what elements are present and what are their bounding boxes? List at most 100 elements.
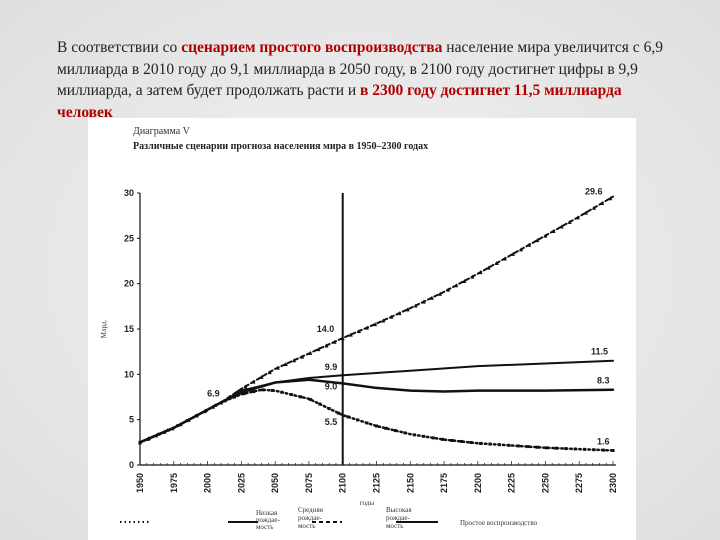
series-marker xyxy=(600,201,605,206)
legend-label: мость xyxy=(298,522,315,530)
intro-part: В соответствии со xyxy=(57,39,182,56)
series-marker xyxy=(564,447,568,451)
legend-label: Высокая xyxy=(386,506,412,514)
series-marker xyxy=(543,233,548,238)
series-marker xyxy=(365,421,369,425)
x-tick-label: 2300 xyxy=(608,473,618,493)
intro-part: население мира увеличится с 6,9 миллиард… xyxy=(57,39,663,99)
series-marker xyxy=(494,261,499,266)
data-label: 11.5 xyxy=(591,347,608,357)
series-marker xyxy=(259,374,264,379)
series-marker xyxy=(393,429,397,433)
series-marker xyxy=(381,318,386,323)
series-marker xyxy=(551,229,556,234)
series-marker xyxy=(450,438,454,442)
series-marker xyxy=(431,436,435,440)
series-marker xyxy=(324,343,329,348)
x-axis-label: годы xyxy=(360,499,375,507)
series-marker xyxy=(602,448,606,452)
data-label: 9.9 xyxy=(325,362,338,372)
series-marker xyxy=(346,415,350,419)
series-marker xyxy=(261,388,265,392)
x-tick-label: 2075 xyxy=(304,473,314,493)
series-marker xyxy=(526,445,530,449)
legend-label: мость xyxy=(386,522,403,530)
series-marker xyxy=(469,441,473,445)
series-marker xyxy=(327,407,331,411)
x-tick-label: 2125 xyxy=(372,473,382,493)
series-marker xyxy=(567,219,572,224)
legend-label: Средняя xyxy=(298,506,324,514)
series-marker xyxy=(462,278,467,283)
series-marker xyxy=(252,390,256,394)
x-tick-label: 2225 xyxy=(507,473,517,493)
y-tick-label: 5 xyxy=(129,415,134,425)
series-marker xyxy=(460,439,464,443)
series-marker xyxy=(535,445,539,449)
series-marker xyxy=(405,307,410,312)
series-marker xyxy=(488,442,492,446)
x-tick-label: 2275 xyxy=(574,473,584,493)
series-marker xyxy=(545,446,549,450)
series-marker xyxy=(421,299,426,304)
x-tick-label: 2150 xyxy=(405,473,415,493)
series-marker xyxy=(575,215,580,220)
x-tick-label: 1950 xyxy=(135,473,145,493)
x-tick-label: 2050 xyxy=(270,473,280,493)
series-marker xyxy=(554,446,558,450)
series-marker xyxy=(611,448,615,452)
series-marker xyxy=(340,336,345,341)
legend-label: рождае- xyxy=(298,514,322,522)
data-label: 9.0 xyxy=(325,381,338,391)
series-marker xyxy=(316,347,321,352)
series-line-3 xyxy=(139,195,614,444)
series-marker xyxy=(412,433,416,437)
y-axis-label: Млрд. xyxy=(100,320,108,339)
intro-highlight: сценарием простого воспроизводства xyxy=(181,39,443,56)
series-marker xyxy=(243,384,248,389)
series-marker xyxy=(384,426,388,430)
series-marker xyxy=(516,444,520,448)
series-marker xyxy=(486,265,491,270)
series-marker xyxy=(413,303,418,308)
series-marker xyxy=(422,434,426,438)
series-marker xyxy=(292,358,297,363)
data-label: 1.6 xyxy=(597,436,610,446)
data-label: 8.3 xyxy=(597,376,610,386)
y-tick-label: 15 xyxy=(124,324,134,334)
data-label: 14.0 xyxy=(317,324,335,334)
series-marker xyxy=(270,388,274,392)
intro-text: В соответствии со сценарием простого вос… xyxy=(57,37,677,123)
series-marker xyxy=(441,437,445,441)
series-marker xyxy=(592,448,596,452)
series-marker xyxy=(527,242,532,247)
series-marker xyxy=(337,411,341,415)
series-line-1 xyxy=(138,388,615,452)
series-marker xyxy=(559,224,564,229)
series-marker xyxy=(267,370,272,375)
series-marker xyxy=(470,274,475,279)
series-marker xyxy=(573,447,577,451)
series-line-4 xyxy=(139,359,614,444)
series-marker xyxy=(251,379,256,384)
series-marker xyxy=(356,418,360,422)
data-label: 5.5 xyxy=(325,417,338,427)
series-marker xyxy=(397,311,402,316)
x-tick-label: 2175 xyxy=(439,473,449,493)
series-marker xyxy=(300,354,305,359)
series-marker xyxy=(497,443,501,447)
x-tick-label: 2100 xyxy=(338,473,348,493)
legend-label: мость xyxy=(256,523,273,531)
x-tick-label: 2250 xyxy=(540,473,550,493)
y-tick-label: 10 xyxy=(124,369,134,379)
series-marker xyxy=(348,332,353,337)
y-tick-label: 20 xyxy=(124,279,134,289)
series-marker xyxy=(289,393,293,397)
series-marker xyxy=(242,392,246,396)
series-marker xyxy=(502,256,507,261)
series-marker xyxy=(535,238,540,243)
x-tick-label: 2000 xyxy=(203,473,213,493)
series-marker xyxy=(608,196,613,201)
x-tick-label: 1975 xyxy=(169,473,179,493)
series-marker xyxy=(446,287,451,292)
